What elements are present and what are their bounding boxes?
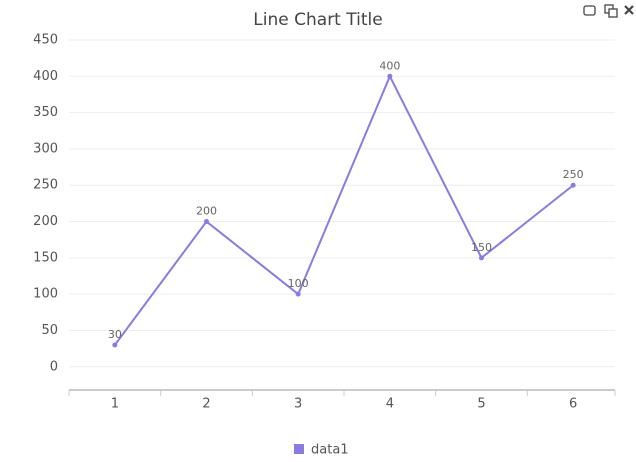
y-tick-label: 400 (33, 69, 58, 84)
data-label: 150 (471, 241, 492, 254)
data-label: 200 (196, 205, 217, 218)
y-tick-label: 450 (33, 33, 58, 48)
y-tick-label: 350 (33, 105, 58, 120)
x-tick-label: 5 (477, 397, 485, 412)
x-tick-label: 1 (111, 397, 119, 412)
toolbar (583, 4, 634, 18)
point (387, 73, 393, 79)
point (295, 291, 301, 297)
x-tick-label: 2 (202, 397, 210, 412)
x-tick-label: 4 (386, 397, 394, 412)
point (112, 342, 118, 348)
legend-swatch (294, 444, 304, 454)
data-label: 100 (288, 277, 309, 290)
data-label: 250 (563, 168, 584, 181)
legend-label: data1 (311, 443, 349, 458)
y-tick-label: 300 (33, 141, 58, 156)
y-tick-label: 150 (33, 250, 58, 265)
x-tick-label: 3 (294, 397, 302, 412)
icon-close[interactable] (624, 5, 634, 15)
data-label: 400 (379, 59, 400, 72)
series-line (114, 73, 574, 346)
chart-title: Line Chart Title (253, 10, 382, 30)
x-tick-label: 6 (569, 397, 577, 412)
icon-robot[interactable] (583, 5, 596, 16)
y-tick-label: 100 (33, 287, 58, 302)
point (204, 219, 209, 225)
point (479, 255, 484, 261)
point (570, 182, 576, 188)
y-tick-label: 200 (33, 214, 58, 229)
y-tick-label: 0 (50, 359, 58, 374)
y-tick-label: 50 (41, 323, 58, 338)
y-tick-label: 250 (33, 178, 58, 193)
data-label: 30 (108, 328, 122, 341)
